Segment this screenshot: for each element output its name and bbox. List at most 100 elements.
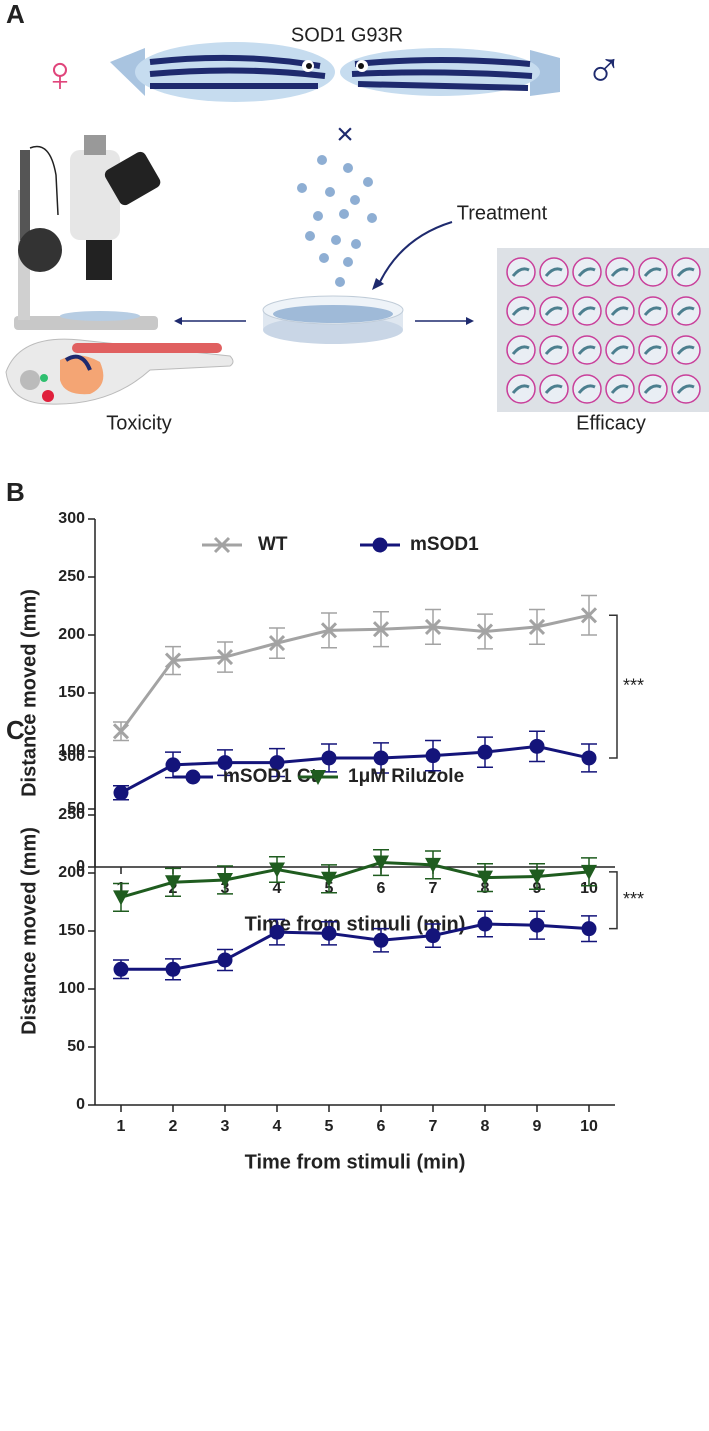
legend-marker [310,770,326,785]
x-tick-label: 4 [273,880,282,897]
male-symbol: ♂ [585,42,623,98]
point [269,862,285,878]
series-line [120,744,590,795]
point [424,618,442,635]
well [572,296,602,326]
larva-in-well [544,345,563,355]
significance-bracket [609,871,618,930]
compound-dots [297,155,377,287]
larva-in-well [610,384,629,394]
well [638,257,668,287]
larva-in-well [577,345,596,355]
legend-label: WT [258,534,288,555]
point [217,952,233,968]
point [529,738,545,754]
well [506,296,536,326]
point [373,855,389,871]
well [671,257,701,287]
y-tick-label: 150 [58,922,85,939]
larva-in-well [511,267,530,277]
point [581,864,597,880]
female-fish [110,42,335,102]
y-tick-label: 100 [58,742,85,759]
well [638,374,668,404]
larva-in-well [511,306,530,316]
well [572,374,602,404]
strain-label: SOD1 G93R [291,24,403,46]
point [321,750,337,766]
x-tick-label: 3 [221,1118,230,1135]
larva-in-well [643,345,662,355]
x-tick-label: 10 [580,880,598,897]
point [165,875,181,891]
x-tick-label: 4 [273,1118,282,1135]
point [268,635,286,652]
point [321,871,337,887]
point [320,622,338,639]
microscope [14,135,161,330]
well [539,257,569,287]
well [671,296,701,326]
point [425,928,441,944]
legend-marker [185,769,201,785]
x-tick-label: 6 [377,880,386,897]
point [477,744,493,760]
significance-label: *** [623,889,644,909]
point [477,916,493,932]
significance-label: *** [623,675,644,695]
male-fish [340,48,560,96]
y-tick-label: 50 [67,800,85,817]
well-plate [497,248,709,412]
series-line [121,922,590,971]
x-tick-label: 9 [533,1118,542,1135]
y-axis-title: Distance moved (mm) [18,589,40,797]
larva-in-well [643,267,662,277]
x-tick-label: 7 [429,880,438,897]
panel-label: A [6,0,25,29]
larva-in-well [544,306,563,316]
panel-a: A SOD1 G93R ♀ ♂ × Treatment [5,0,709,434]
point [529,917,545,933]
larva-in-well [643,384,662,394]
point [529,869,545,885]
point [425,857,441,873]
well [539,374,569,404]
point [477,870,493,886]
point [425,748,441,764]
point [321,925,337,941]
point [165,757,181,773]
larva-in-well [511,345,530,355]
point [269,924,285,940]
female-symbol: ♀ [41,46,79,102]
legend-label: mSOD1 [410,534,479,555]
well [539,335,569,365]
cross-symbol: × [336,118,354,151]
y-tick-label: 100 [58,980,85,997]
y-tick-label: 0 [76,1096,85,1113]
larva-in-well [676,384,695,394]
larva-in-well [577,267,596,277]
point [165,961,181,977]
x-tick-label: 1 [117,1118,126,1135]
treatment-arrow [377,221,453,287]
y-axis-title: Distance moved (mm) [18,827,40,1035]
x-axis-title: Time from stimuli (min) [245,913,466,935]
x-tick-label: 6 [377,1118,386,1135]
treatment-label: Treatment [457,202,548,224]
larva-in-well [676,267,695,277]
legend-marker [213,536,231,554]
series-line [119,613,590,733]
y-tick-label: 250 [58,806,85,823]
point [581,750,597,766]
larva-in-well [511,384,530,394]
larva-in-well [610,345,629,355]
y-tick-label: 250 [58,568,85,585]
well [671,374,701,404]
point [528,618,546,635]
well [605,257,635,287]
larva-in-well [676,306,695,316]
x-tick-label: 2 [169,1118,178,1135]
point [217,872,233,888]
larva-in-well [610,306,629,316]
